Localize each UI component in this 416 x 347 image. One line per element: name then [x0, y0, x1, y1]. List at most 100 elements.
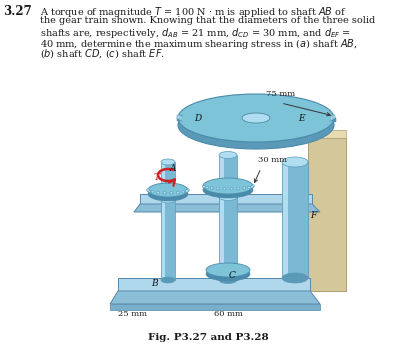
Bar — [215, 111, 218, 115]
Bar — [322, 114, 325, 118]
Bar — [275, 111, 278, 115]
Bar — [294, 111, 297, 115]
Bar — [322, 118, 325, 122]
Ellipse shape — [223, 187, 226, 190]
Ellipse shape — [219, 277, 237, 283]
Text: D: D — [194, 113, 201, 122]
Ellipse shape — [242, 113, 270, 123]
Bar — [265, 121, 267, 126]
Text: the gear train shown. Knowing that the diameters of the three solid: the gear train shown. Knowing that the d… — [40, 16, 375, 25]
Text: E: E — [298, 113, 305, 122]
Bar — [332, 117, 335, 121]
Ellipse shape — [146, 189, 149, 191]
Ellipse shape — [185, 190, 188, 192]
Polygon shape — [110, 304, 320, 310]
Bar — [282, 162, 308, 278]
Ellipse shape — [176, 191, 179, 194]
Bar — [244, 121, 248, 126]
Bar — [327, 117, 329, 121]
Ellipse shape — [243, 187, 246, 189]
Bar — [327, 115, 329, 119]
Bar — [294, 121, 297, 125]
Text: 60 mm: 60 mm — [213, 310, 243, 318]
Bar — [330, 116, 333, 120]
Bar — [161, 200, 175, 280]
Bar — [179, 116, 182, 120]
Bar — [219, 197, 237, 280]
Text: C: C — [229, 271, 236, 279]
Bar — [225, 121, 228, 125]
Bar — [265, 110, 267, 115]
Text: F: F — [310, 211, 316, 220]
Ellipse shape — [156, 191, 159, 194]
Ellipse shape — [203, 186, 206, 188]
Bar — [187, 118, 190, 122]
Ellipse shape — [230, 187, 233, 190]
Polygon shape — [110, 291, 320, 304]
Bar — [215, 121, 218, 125]
Bar — [283, 162, 288, 278]
Ellipse shape — [216, 187, 219, 190]
Bar — [225, 111, 228, 115]
Ellipse shape — [282, 157, 308, 167]
Ellipse shape — [282, 273, 308, 283]
Ellipse shape — [161, 197, 175, 203]
Bar — [177, 115, 180, 119]
Ellipse shape — [186, 189, 190, 191]
Ellipse shape — [206, 186, 208, 189]
Ellipse shape — [178, 101, 334, 149]
Bar — [193, 113, 196, 117]
Ellipse shape — [206, 267, 250, 281]
Bar — [161, 162, 175, 200]
Bar — [207, 120, 210, 124]
Text: 30 mm: 30 mm — [258, 156, 287, 164]
Bar — [285, 111, 287, 115]
Polygon shape — [118, 278, 310, 291]
Ellipse shape — [242, 113, 270, 123]
Text: 25 mm: 25 mm — [119, 310, 148, 318]
Ellipse shape — [219, 152, 237, 159]
Bar — [234, 121, 237, 125]
Text: T: T — [154, 172, 161, 181]
Bar — [275, 121, 278, 125]
Bar — [177, 117, 180, 121]
Text: 3.27: 3.27 — [3, 5, 32, 18]
Ellipse shape — [203, 182, 253, 198]
Bar — [193, 119, 196, 123]
Bar — [162, 200, 165, 280]
Ellipse shape — [250, 186, 253, 188]
Ellipse shape — [248, 186, 250, 189]
Bar — [255, 110, 258, 114]
Bar — [220, 197, 224, 280]
Bar — [234, 111, 237, 115]
Bar — [302, 120, 305, 124]
Bar — [183, 115, 186, 119]
Ellipse shape — [210, 187, 213, 189]
Ellipse shape — [252, 185, 255, 187]
Bar — [179, 116, 182, 120]
Ellipse shape — [163, 192, 166, 194]
Ellipse shape — [219, 194, 237, 201]
Bar — [187, 114, 190, 118]
Ellipse shape — [148, 187, 188, 201]
Polygon shape — [308, 138, 346, 291]
Bar — [207, 112, 210, 116]
Bar — [199, 112, 202, 117]
Ellipse shape — [182, 191, 185, 193]
Bar — [255, 122, 258, 126]
Ellipse shape — [203, 178, 253, 194]
Bar — [199, 119, 202, 124]
Bar — [332, 118, 335, 122]
Ellipse shape — [148, 183, 188, 197]
Ellipse shape — [182, 95, 330, 141]
Bar — [317, 113, 319, 117]
Text: shafts are, respectively, $d_{AB}$ = 21 mm, $d_{CD}$ = 30 mm, and $d_{EF}$ =: shafts are, respectively, $d_{AB}$ = 21 … — [40, 26, 351, 40]
Ellipse shape — [237, 187, 240, 190]
Ellipse shape — [161, 277, 175, 283]
Bar — [332, 115, 335, 119]
Bar — [162, 162, 165, 200]
Bar — [310, 119, 313, 124]
Text: 40 mm, determine the maximum shearing stress in ($a$) shaft $AB$,: 40 mm, determine the maximum shearing st… — [40, 36, 358, 51]
Text: 75 mm: 75 mm — [266, 90, 295, 98]
Text: B: B — [151, 279, 158, 288]
